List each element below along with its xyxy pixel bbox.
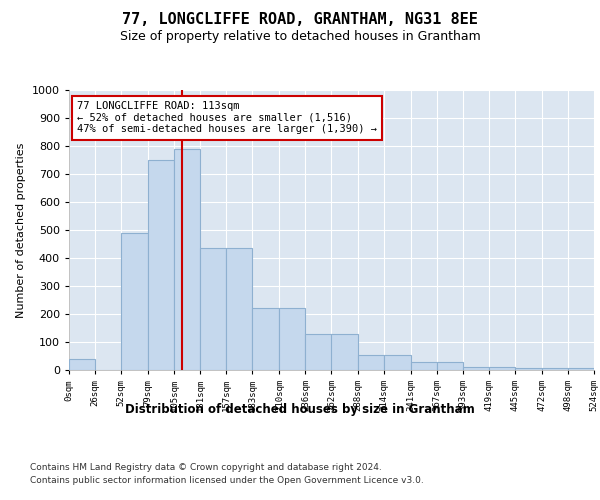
Text: 77, LONGCLIFFE ROAD, GRANTHAM, NG31 8EE: 77, LONGCLIFFE ROAD, GRANTHAM, NG31 8EE bbox=[122, 12, 478, 28]
Text: Size of property relative to detached houses in Grantham: Size of property relative to detached ho… bbox=[119, 30, 481, 43]
Text: Distribution of detached houses by size in Grantham: Distribution of detached houses by size … bbox=[125, 402, 475, 415]
Bar bbox=[542, 368, 568, 370]
Bar bbox=[148, 160, 174, 370]
Bar bbox=[253, 308, 280, 370]
Y-axis label: Number of detached properties: Number of detached properties bbox=[16, 142, 26, 318]
Bar bbox=[437, 362, 463, 370]
Bar bbox=[174, 149, 200, 370]
Bar bbox=[200, 248, 226, 370]
Bar bbox=[489, 366, 515, 370]
Bar bbox=[226, 248, 253, 370]
Bar bbox=[331, 334, 358, 370]
Bar bbox=[568, 368, 594, 370]
Bar bbox=[463, 366, 489, 370]
Text: Contains HM Land Registry data © Crown copyright and database right 2024.: Contains HM Land Registry data © Crown c… bbox=[30, 462, 382, 471]
Bar bbox=[515, 368, 542, 370]
Text: Contains public sector information licensed under the Open Government Licence v3: Contains public sector information licen… bbox=[30, 476, 424, 485]
Bar bbox=[69, 359, 95, 370]
Text: 77 LONGCLIFFE ROAD: 113sqm
← 52% of detached houses are smaller (1,516)
47% of s: 77 LONGCLIFFE ROAD: 113sqm ← 52% of deta… bbox=[77, 101, 377, 134]
Bar bbox=[410, 362, 437, 370]
Bar bbox=[280, 308, 305, 370]
Bar bbox=[305, 334, 331, 370]
Bar bbox=[121, 233, 148, 370]
Bar bbox=[358, 356, 383, 370]
Bar bbox=[383, 356, 410, 370]
